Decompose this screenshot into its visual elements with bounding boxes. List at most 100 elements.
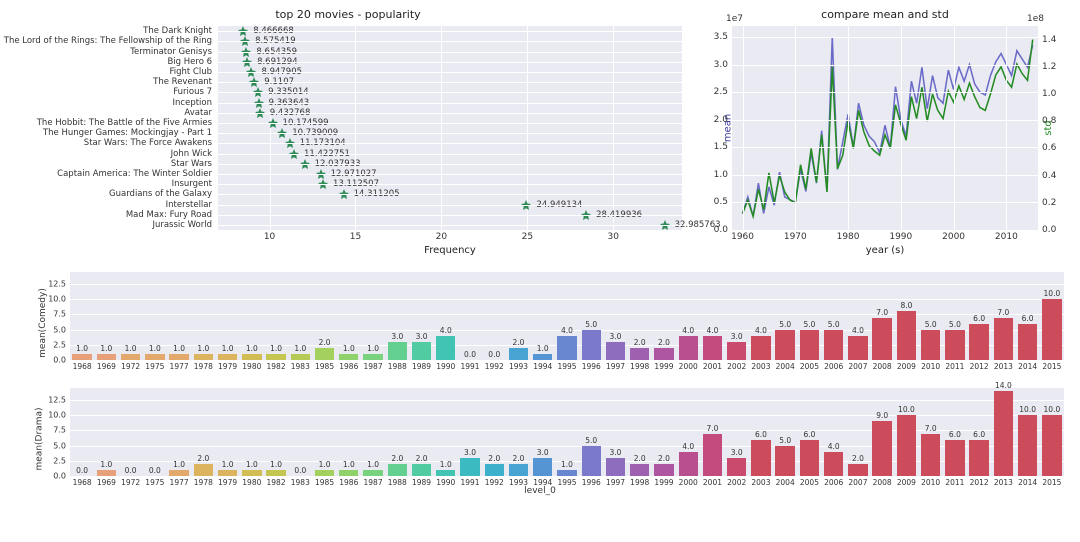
xtick-label: 1979 (218, 476, 237, 487)
bar (727, 342, 746, 360)
movie-label: Avatar (184, 108, 218, 118)
movie-label: Inception (173, 98, 218, 108)
xtick-label: 2014 (1018, 476, 1037, 487)
bar (969, 324, 988, 360)
xtick-label: 2003 (751, 360, 770, 371)
bar-value-label: 4.0 (706, 326, 718, 335)
xtick-label: 1980 (242, 360, 261, 371)
movie-label: The Hobbit: The Battle of the Five Armie… (37, 118, 218, 128)
bar (388, 342, 407, 360)
bar (775, 330, 794, 360)
bar-value-label: 2.0 (658, 338, 670, 347)
ytick-label: 10.0 (48, 411, 70, 420)
xtick-label: 2004 (776, 476, 795, 487)
xtick-label: 1999 (654, 360, 673, 371)
bar (703, 434, 722, 476)
xtick-label: 1977 (170, 476, 189, 487)
ytick-left: 1.0 (714, 170, 732, 180)
bar (654, 464, 673, 476)
bar (897, 311, 916, 360)
xtick-label: 1986 (339, 360, 358, 371)
bar-value-label: 1.0 (537, 344, 549, 353)
bar-value-label: 10.0 (1044, 405, 1061, 414)
bar-value-label: 1.0 (367, 460, 379, 469)
bar-value-label: 0.0 (125, 466, 137, 475)
bar-value-label: 5.0 (779, 436, 791, 445)
ytick-label: 12.5 (48, 396, 70, 405)
xtick-label: 1998 (630, 360, 649, 371)
popularity-chart: top 20 movies - popularity 1015202530The… (8, 8, 688, 258)
bar (751, 440, 770, 476)
bar-value-label: 1.0 (76, 344, 88, 353)
movie-label: John Wick (171, 149, 218, 159)
ytick-left: 2.5 (714, 87, 732, 97)
ytick-left: 0.0 (714, 225, 732, 235)
xtick-label: 15 (350, 230, 361, 242)
xtick-label: 1997 (606, 476, 625, 487)
gridline (613, 26, 614, 230)
bar-value-label: 4.0 (852, 326, 864, 335)
bar-value-label: 7.0 (706, 424, 718, 433)
ytick-label: 0.0 (53, 356, 70, 365)
gridline (70, 400, 1064, 401)
bar-value-label: 1.0 (294, 344, 306, 353)
ytick-label: 2.5 (53, 340, 70, 349)
movie-label: Big Hero 6 (167, 57, 218, 67)
line-series (743, 40, 1033, 217)
bar (412, 342, 431, 360)
bar-value-label: 5.0 (779, 320, 791, 329)
gridline (218, 92, 682, 93)
ytick-left: 0.5 (714, 197, 732, 207)
movie-label: Fight Club (169, 67, 218, 77)
gridline (218, 62, 682, 63)
bar-value-label: 7.0 (925, 424, 937, 433)
ytick-left: 3.0 (714, 60, 732, 70)
xtick-label: 1989 (412, 360, 431, 371)
bar-value-label: 2.0 (658, 454, 670, 463)
bar (775, 446, 794, 476)
ytick-label: 7.5 (53, 426, 70, 435)
gridline (218, 225, 682, 226)
xtick-label: 1986 (339, 476, 358, 487)
meanstd-chart: compare mean and std 1e7 1e8 mean std 0.… (698, 8, 1072, 258)
bar-value-label: 2.0 (513, 338, 525, 347)
bar-panel-drama: mean(Drama) 0.02.55.07.510.012.50.019681… (8, 384, 1072, 494)
bar-value-label: 1.0 (343, 344, 355, 353)
bar-value-label: 1.0 (246, 344, 258, 353)
xtick-label: 1994 (533, 360, 552, 371)
xtick-label: 1968 (73, 360, 92, 371)
bar-xlabel: level_0 (524, 486, 556, 496)
xtick-label: 2011 (945, 476, 964, 487)
movie-label: Furious 7 (173, 87, 218, 97)
movie-label: Insurgent (172, 179, 218, 189)
xtick-label: 2002 (727, 476, 746, 487)
movie-label: Star Wars: The Force Awakens (84, 138, 218, 148)
xtick-label: 1996 (582, 360, 601, 371)
ytick-right: 1.2 (1038, 62, 1056, 72)
xtick-label: 1968 (73, 476, 92, 487)
bar-value-label: 3.0 (610, 448, 622, 457)
bar (751, 336, 770, 360)
ytick-left: 3.5 (714, 32, 732, 42)
movie-label: Star Wars (171, 159, 218, 169)
gridline (795, 26, 796, 230)
ytick-right: 1.0 (1038, 89, 1056, 99)
xtick-label: 1975 (145, 360, 164, 371)
bar (630, 464, 649, 476)
bar (606, 342, 625, 360)
xtick-label: 1978 (194, 476, 213, 487)
movie-label: Captain America: The Winter Soldier (57, 169, 218, 179)
bar-value-label: 5.0 (925, 320, 937, 329)
xtick-label: 1983 (291, 360, 310, 371)
xtick-label: 2007 (848, 476, 867, 487)
bar-value-label: 2.0 (197, 454, 209, 463)
bar-value-label: 4.0 (561, 326, 573, 335)
gridline (732, 65, 1038, 66)
gridline (218, 72, 682, 73)
gridline (743, 26, 744, 230)
bar (582, 446, 601, 476)
xtick-label: 1969 (97, 476, 116, 487)
bar-value-label: 1.0 (561, 460, 573, 469)
bar (848, 336, 867, 360)
popularity-plot-area: 1015202530The Dark Knight8.466668The Lor… (218, 26, 682, 230)
